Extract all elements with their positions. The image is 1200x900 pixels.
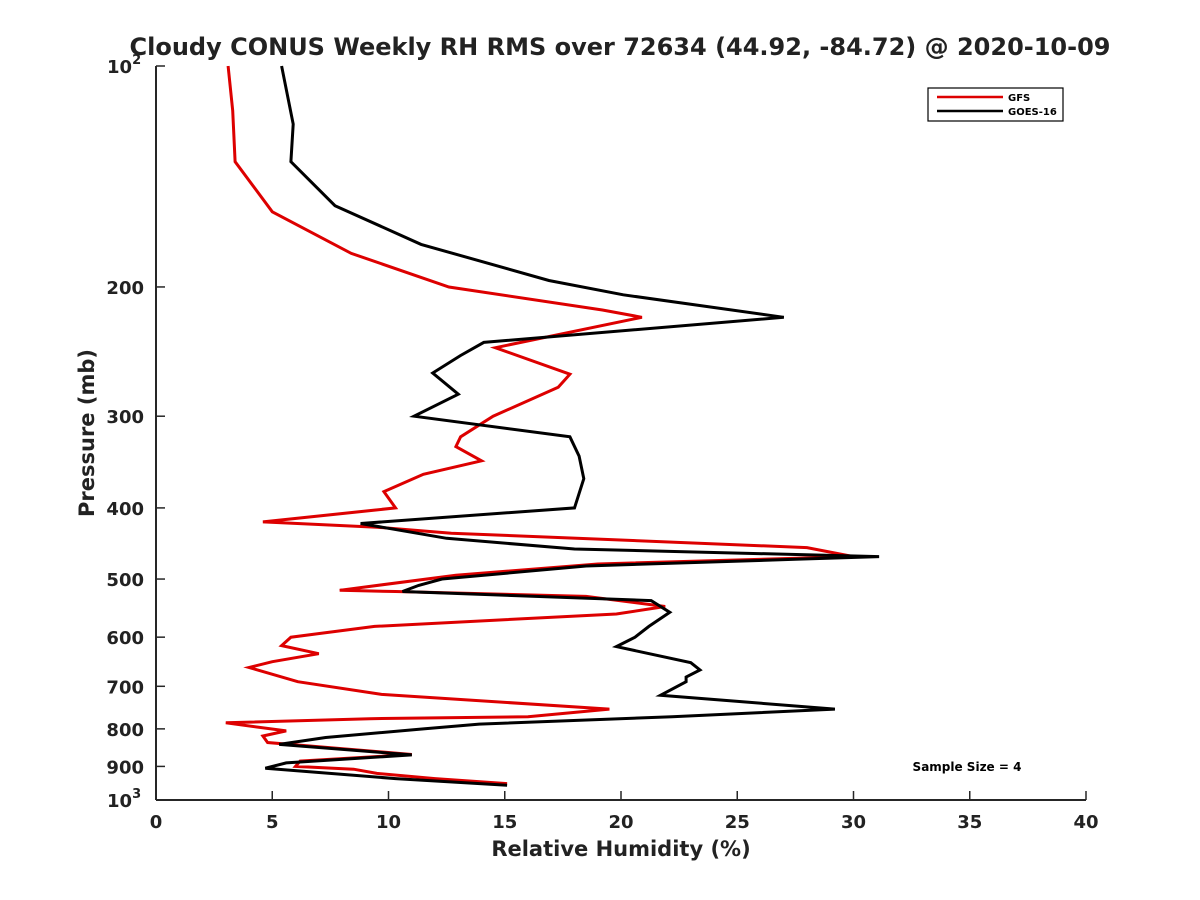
legend-box [927, 87, 1064, 122]
y-tick-label: 700 [106, 677, 144, 698]
x-tick-label: 10 [376, 812, 401, 833]
series-line-goes16 [264, 65, 880, 787]
x-axis-label: Relative Humidity (%) [491, 837, 750, 861]
legend-label-gfs: GFS [1008, 93, 1030, 104]
y-tick-label: 800 [106, 720, 144, 741]
y-axis-label: Pressure (mb) [75, 349, 99, 517]
series-line-gfs [225, 65, 854, 786]
x-tick-label: 35 [957, 812, 982, 833]
x-tick-label: 40 [1073, 812, 1098, 833]
x-tick-label: 30 [841, 812, 866, 833]
x-tick-label: 0 [150, 812, 163, 833]
y-tick-label: 600 [106, 628, 144, 649]
y-tick-label: 103 [107, 787, 141, 812]
y-tick-label: 400 [106, 499, 144, 520]
legend-label-goes16: GOES-16 [1008, 107, 1057, 118]
x-tick-label: 5 [266, 812, 279, 833]
plot-area [225, 65, 880, 787]
chart-title: Cloudy CONUS Weekly RH RMS over 72634 (4… [130, 33, 1111, 61]
y-axis-ticks: 102 200 300 400 500 600 700 800 900 103 [106, 53, 165, 812]
plot-frame [156, 66, 1086, 800]
y-tick-label: 200 [106, 278, 144, 299]
sample-size-annotation: Sample Size = 4 [913, 760, 1022, 774]
y-tick-label: 500 [106, 570, 144, 591]
legend: GFS GOES-16 [927, 87, 1064, 122]
x-tick-label: 25 [725, 812, 750, 833]
x-tick-label: 20 [608, 812, 633, 833]
y-tick-label: 900 [106, 757, 144, 778]
x-axis-ticks: 0 5 10 15 20 25 30 35 40 [150, 791, 1099, 833]
y-tick-label: 300 [106, 407, 144, 428]
y-tick-label: 102 [107, 53, 141, 78]
x-tick-label: 15 [492, 812, 517, 833]
